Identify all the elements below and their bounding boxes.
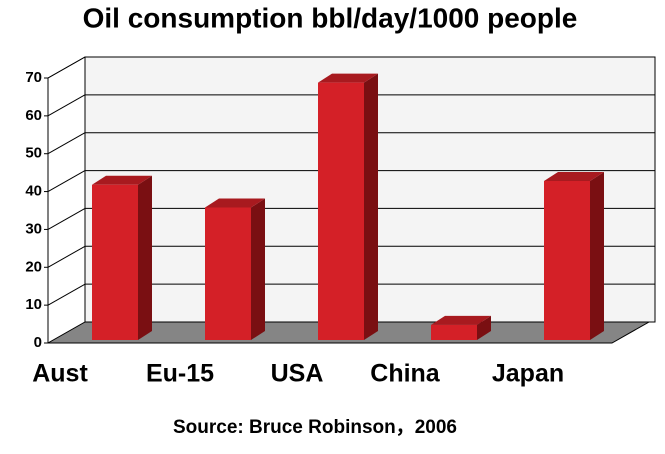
x-tick-label: Japan xyxy=(492,360,564,388)
bar xyxy=(205,198,265,340)
bar-top xyxy=(318,73,378,83)
grid-line xyxy=(47,170,86,193)
bar xyxy=(544,172,604,340)
y-axis-back xyxy=(47,56,86,79)
bar-top xyxy=(544,172,604,181)
x-tick-label: USA xyxy=(271,360,324,388)
x-tick-label: China xyxy=(370,360,441,388)
grid-line xyxy=(47,132,86,155)
y-tick-label: 40 xyxy=(25,183,42,200)
y-tick-label: 0 xyxy=(34,334,42,351)
bar xyxy=(318,73,378,341)
y-tick-label: 50 xyxy=(25,145,42,162)
y-tick-label: 30 xyxy=(25,220,42,237)
bar-front xyxy=(318,82,364,341)
y-tick-label: 20 xyxy=(25,258,42,275)
bar-front xyxy=(431,324,477,340)
x-tick-label: Aust xyxy=(32,360,88,388)
bar-side xyxy=(138,175,152,340)
grid-line xyxy=(47,245,86,268)
bar-front xyxy=(92,184,138,340)
chart-title: Oil consumption bbl/day/1000 people xyxy=(83,2,578,33)
bar xyxy=(431,315,491,340)
grid-line xyxy=(47,94,86,117)
bar-side xyxy=(590,172,604,340)
bar-top xyxy=(92,175,152,185)
bar-side xyxy=(251,198,265,340)
y-tick-label: 70 xyxy=(25,69,42,86)
grid-line xyxy=(47,207,86,230)
bar-side xyxy=(364,73,378,341)
y-tick-label: 10 xyxy=(25,296,42,313)
y-tick-label: 60 xyxy=(25,107,42,124)
grid-line xyxy=(47,283,86,306)
x-tick-label: Eu-15 xyxy=(146,360,214,388)
bar-top xyxy=(205,198,265,208)
bar-top xyxy=(431,315,491,325)
bar-front xyxy=(205,207,251,340)
bar xyxy=(92,175,152,340)
source: Source: Bruce Robinson，2006 xyxy=(173,417,457,438)
bar-front xyxy=(544,181,590,340)
bar-side xyxy=(477,315,491,340)
